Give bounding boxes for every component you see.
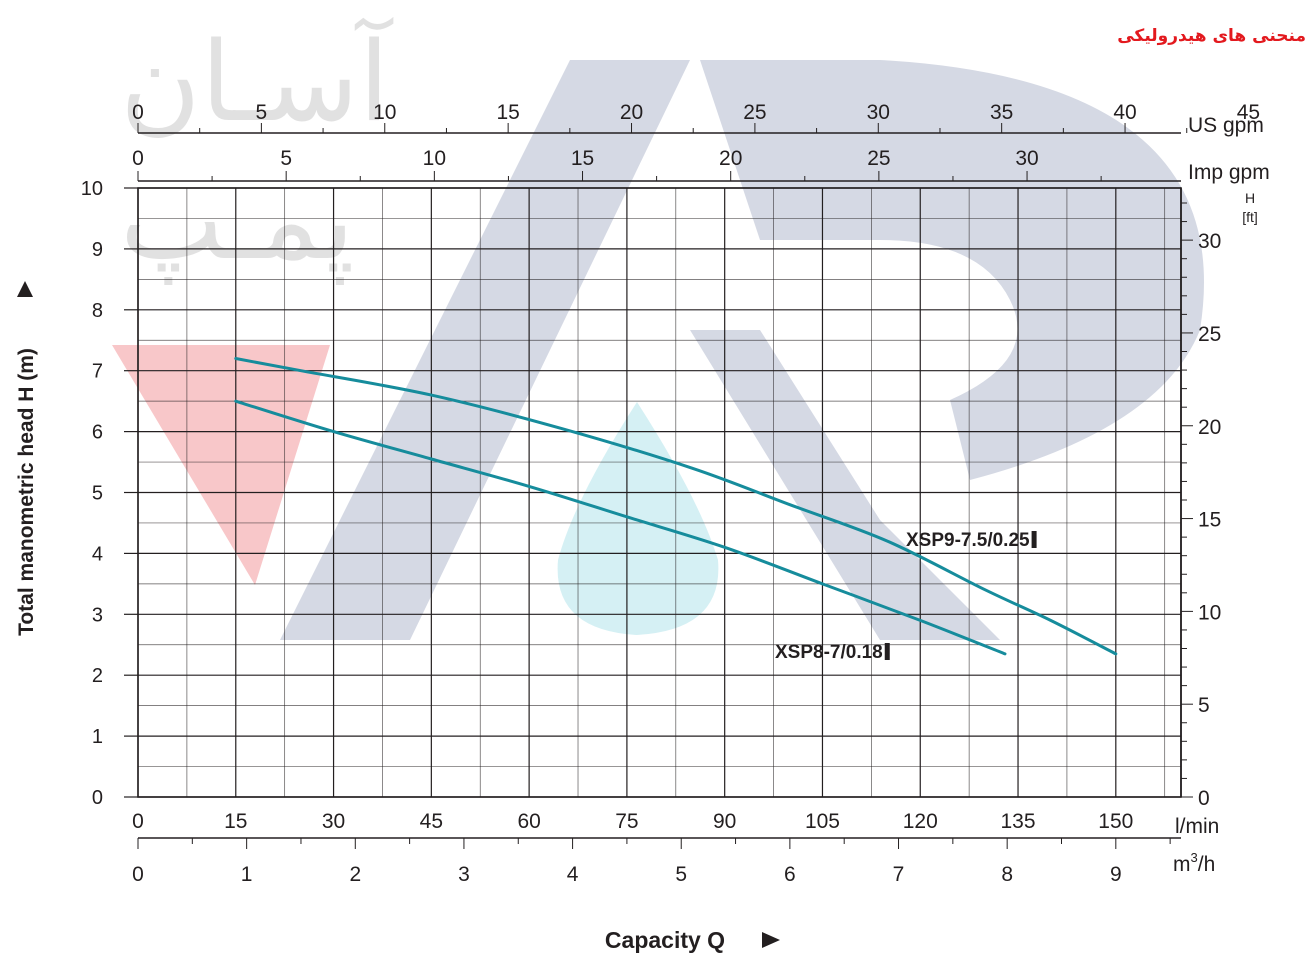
x-tick-label-m3h: 4 (567, 863, 579, 886)
watermark-logo-stroke-right (690, 330, 1000, 640)
top-axis-unit-impgpm: Imp gpm (1188, 161, 1270, 184)
right-axis-tick-label: 20 (1198, 416, 1221, 439)
series-label-2: XSP8-7/0.18 (775, 642, 883, 663)
y-tick-label: 8 (92, 300, 103, 322)
series-line-2 (234, 399, 1007, 656)
right-axis-unit-bottom: [ft] (1242, 209, 1258, 225)
x-tick-label-lmin: 150 (1098, 810, 1133, 833)
series-label-bar-icon (1031, 531, 1037, 548)
chart-labels: XSP9-7.5/0.25 XSP8-7/0.18 (775, 530, 1037, 663)
y-axis-arrow-icon (17, 281, 33, 297)
y-tick-label: 0 (92, 787, 103, 809)
top-tick-label-usgpm: 30 (867, 101, 890, 124)
x-tick-label-m3h: 1 (241, 863, 253, 886)
page-title: منحنی های هیدرولیکی (1117, 26, 1306, 46)
top-tick-label-usgpm: 5 (256, 101, 268, 124)
x-tick-label-m3h: 6 (784, 863, 796, 886)
y-tick-label: 9 (92, 239, 103, 261)
watermark-text-line2: پمـپ (120, 159, 354, 285)
watermark-logo-triangle (112, 345, 330, 585)
x-tick-label-lmin: 75 (615, 810, 638, 833)
top-tick-label-usgpm: 40 (1113, 101, 1136, 124)
top-tick-label-usgpm: 15 (496, 101, 519, 124)
watermark-text-line1: آسـان (120, 16, 394, 144)
top-tick-label-impgpm: 0 (132, 147, 144, 170)
x-tick-label-m3h: 9 (1110, 863, 1122, 886)
x-axis-arrow-icon (762, 932, 780, 948)
x-tick-label-lmin: 0 (132, 810, 144, 833)
right-axis-tick-label: 10 (1198, 601, 1221, 624)
x-tick-label-lmin: 60 (517, 810, 540, 833)
top-tick-label-usgpm: 0 (132, 101, 144, 124)
right-axis-tick-label: 30 (1198, 230, 1221, 253)
y-tick-label: 1 (92, 726, 103, 748)
y-tick-label: 5 (92, 483, 103, 505)
top-tick-label-usgpm: 20 (620, 101, 643, 124)
x-axis-unit-m3h: m3/h (1173, 850, 1215, 876)
top-tick-label-usgpm: 35 (990, 101, 1013, 124)
top-tick-label-usgpm: 10 (373, 101, 396, 124)
y-tick-label: 6 (92, 422, 103, 444)
x-tick-label-m3h: 8 (1001, 863, 1013, 886)
series-label-bar-icon (884, 643, 890, 660)
top-tick-label-impgpm: 10 (423, 147, 446, 170)
right-axis-tick-label: 15 (1198, 509, 1221, 532)
chart-series (234, 357, 1118, 656)
x-tick-label-lmin: 135 (1001, 810, 1036, 833)
y-axis-label: Total manometric head H (m) (15, 348, 38, 636)
right-axis-tick-label: 5 (1198, 694, 1210, 717)
x-tick-label-lmin: 120 (903, 810, 938, 833)
x-tick-label-m3h: 5 (675, 863, 687, 886)
x-tick-label-m3h: 3 (458, 863, 470, 886)
x-tick-label-m3h: 0 (132, 863, 144, 886)
series-label-1: XSP9-7.5/0.25 (906, 530, 1030, 551)
x-tick-label-m3h: 2 (349, 863, 361, 886)
x-tick-label-lmin: 45 (420, 810, 443, 833)
top-tick-label-impgpm: 5 (280, 147, 292, 170)
x-tick-label-lmin: 30 (322, 810, 345, 833)
y-tick-label: 2 (92, 665, 103, 687)
chart-grid (137, 187, 1182, 798)
x-tick-label-lmin: 105 (805, 810, 840, 833)
y-tick-label: 4 (92, 543, 103, 565)
x-axis-label: Capacity Q (605, 927, 725, 953)
top-tick-label-usgpm: 45 (1237, 101, 1260, 124)
watermark-logo-bowl (700, 60, 1204, 480)
top-tick-label-impgpm: 30 (1015, 147, 1038, 170)
series-line-1 (234, 357, 1118, 656)
right-axis-tick-label: 25 (1198, 323, 1221, 346)
x-tick-label-lmin: 90 (713, 810, 736, 833)
watermark-logo-drop (557, 402, 719, 635)
x-tick-label-lmin: 15 (224, 810, 247, 833)
y-tick-label: 3 (92, 604, 103, 626)
right-axis-unit-top: H (1245, 190, 1255, 206)
y-tick-label: 7 (92, 361, 103, 383)
top-tick-label-impgpm: 15 (571, 147, 594, 170)
right-axis-tick-label: 0 (1198, 787, 1210, 810)
x-tick-label-m3h: 7 (893, 863, 905, 886)
top-tick-label-impgpm: 20 (719, 147, 742, 170)
top-tick-label-impgpm: 25 (867, 147, 890, 170)
top-axis-unit-usgpm: US gpm (1188, 114, 1264, 137)
x-axis-unit-lmin: l/min (1175, 815, 1219, 838)
top-tick-label-usgpm: 25 (743, 101, 766, 124)
watermark: آسـان پمـپ (112, 16, 1204, 640)
y-tick-label: 10 (81, 178, 103, 200)
